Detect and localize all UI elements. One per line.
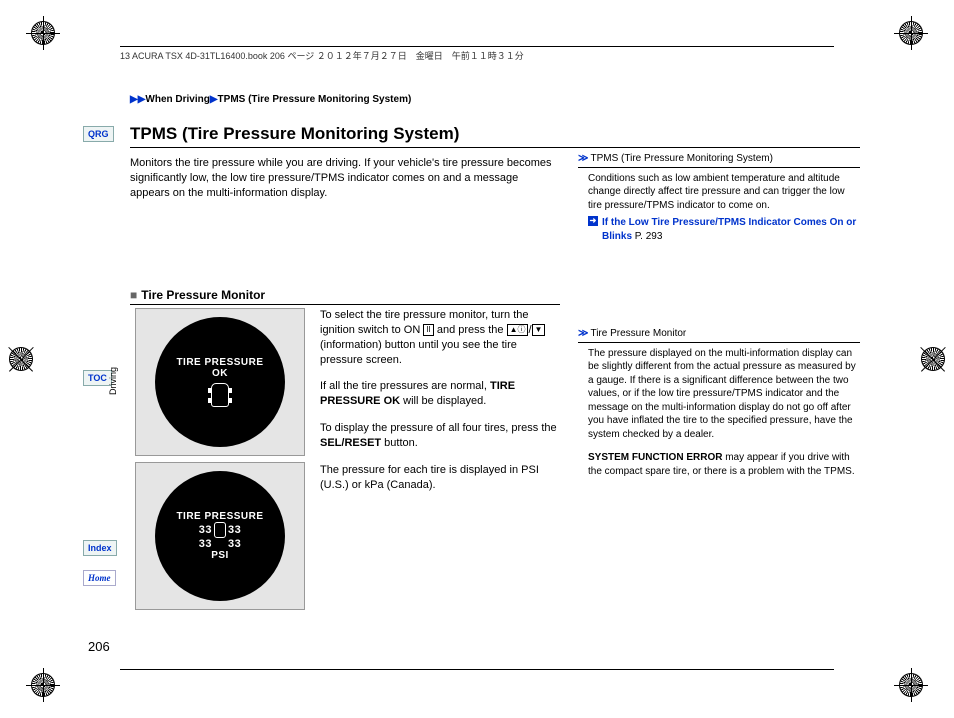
info-down-keycap-icon: ▼ — [532, 324, 546, 336]
breadcrumb: ▶▶When Driving▶TPMS (Tire Pressure Monit… — [130, 94, 411, 105]
car-icon — [214, 522, 226, 538]
section-bullet-icon: ■ — [130, 288, 137, 302]
side-note-body-2: The pressure displayed on the multi-info… — [578, 347, 860, 479]
registration-mark-icon — [30, 672, 56, 698]
qrg-link[interactable]: QRG — [83, 126, 114, 142]
gauge-display-icon: TIRE PRESSURE OK — [155, 317, 285, 447]
section-header-text: Tire Pressure Monitor — [141, 288, 265, 302]
gauge1-line1: TIRE PRESSURE — [176, 357, 263, 368]
note-marker-icon: ≫ — [578, 328, 588, 339]
side-notes: ≫TPMS (Tire Pressure Monitoring System) … — [578, 152, 860, 492]
breadcrumb-seg2: TPMS (Tire Pressure Monitoring System) — [218, 94, 412, 105]
instruction-p4: The pressure for each tire is displayed … — [320, 463, 562, 493]
page-number: 206 — [88, 639, 110, 654]
note-marker-icon: ≫ — [578, 153, 588, 164]
breadcrumb-seg1: When Driving — [145, 94, 209, 105]
gauge-figure-psi: TIRE PRESSURE 33 33 33 33 PSI — [135, 462, 305, 610]
registration-mark-icon — [898, 20, 924, 46]
side-note-header-2: ≫Tire Pressure Monitor — [578, 327, 860, 343]
home-link[interactable]: Home — [83, 570, 116, 586]
gauge-figure-ok: TIRE PRESSURE OK — [135, 308, 305, 456]
gauge2-unit: PSI — [211, 550, 229, 561]
crop-marks-top — [0, 20, 954, 46]
side-note-body-1: Conditions such as low ambient temperatu… — [578, 172, 860, 244]
main-instructions: To select the tire pressure monitor, tur… — [320, 308, 562, 504]
instruction-p2: If all the tire pressures are normal, TI… — [320, 379, 562, 409]
intro-text: Monitors the tire pressure while you are… — [130, 156, 560, 201]
instruction-p3: To display the pressure of all four tire… — [320, 421, 562, 451]
gauge2-rr: 33 — [228, 538, 241, 550]
footer-rule — [120, 669, 834, 670]
gauge2-title: TIRE PRESSURE — [176, 511, 263, 522]
registration-mark-right — [920, 346, 946, 372]
gauge2-fr: 33 — [228, 524, 241, 536]
instruction-p1: To select the tire pressure monitor, tur… — [320, 308, 562, 367]
car-icon — [211, 383, 229, 407]
info-up-keycap-icon: ▲ⓘ — [507, 324, 529, 336]
page-title: TPMS (Tire Pressure Monitoring System) — [130, 124, 860, 148]
system-error-label: SYSTEM FUNCTION ERROR — [588, 452, 722, 463]
gauge-display-icon: TIRE PRESSURE 33 33 33 33 PSI — [155, 471, 285, 601]
breadcrumb-arrow-icon: ▶▶ — [130, 94, 145, 105]
breadcrumb-arrow-icon: ▶ — [210, 94, 218, 105]
cross-reference-link[interactable]: If the Low Tire Pressure/TPMS Indicator … — [588, 216, 860, 243]
document-meta-header: 13 ACURA TSX 4D-31TL16400.book 206 ページ ２… — [120, 46, 834, 62]
gauge2-fl: 33 — [199, 524, 212, 536]
registration-mark-left — [8, 346, 34, 372]
crop-marks-bottom — [0, 672, 954, 698]
section-header: ■ Tire Pressure Monitor — [130, 288, 560, 305]
registration-mark-icon — [898, 672, 924, 698]
ignition-on-keycap-icon: II — [423, 324, 433, 336]
registration-mark-icon — [30, 20, 56, 46]
side-note-header-1: ≫TPMS (Tire Pressure Monitoring System) — [578, 152, 860, 168]
gauge2-rl: 33 — [199, 538, 212, 550]
chapter-label: Driving — [108, 367, 118, 395]
index-link[interactable]: Index — [83, 540, 117, 556]
gauge1-line2: OK — [212, 368, 228, 379]
